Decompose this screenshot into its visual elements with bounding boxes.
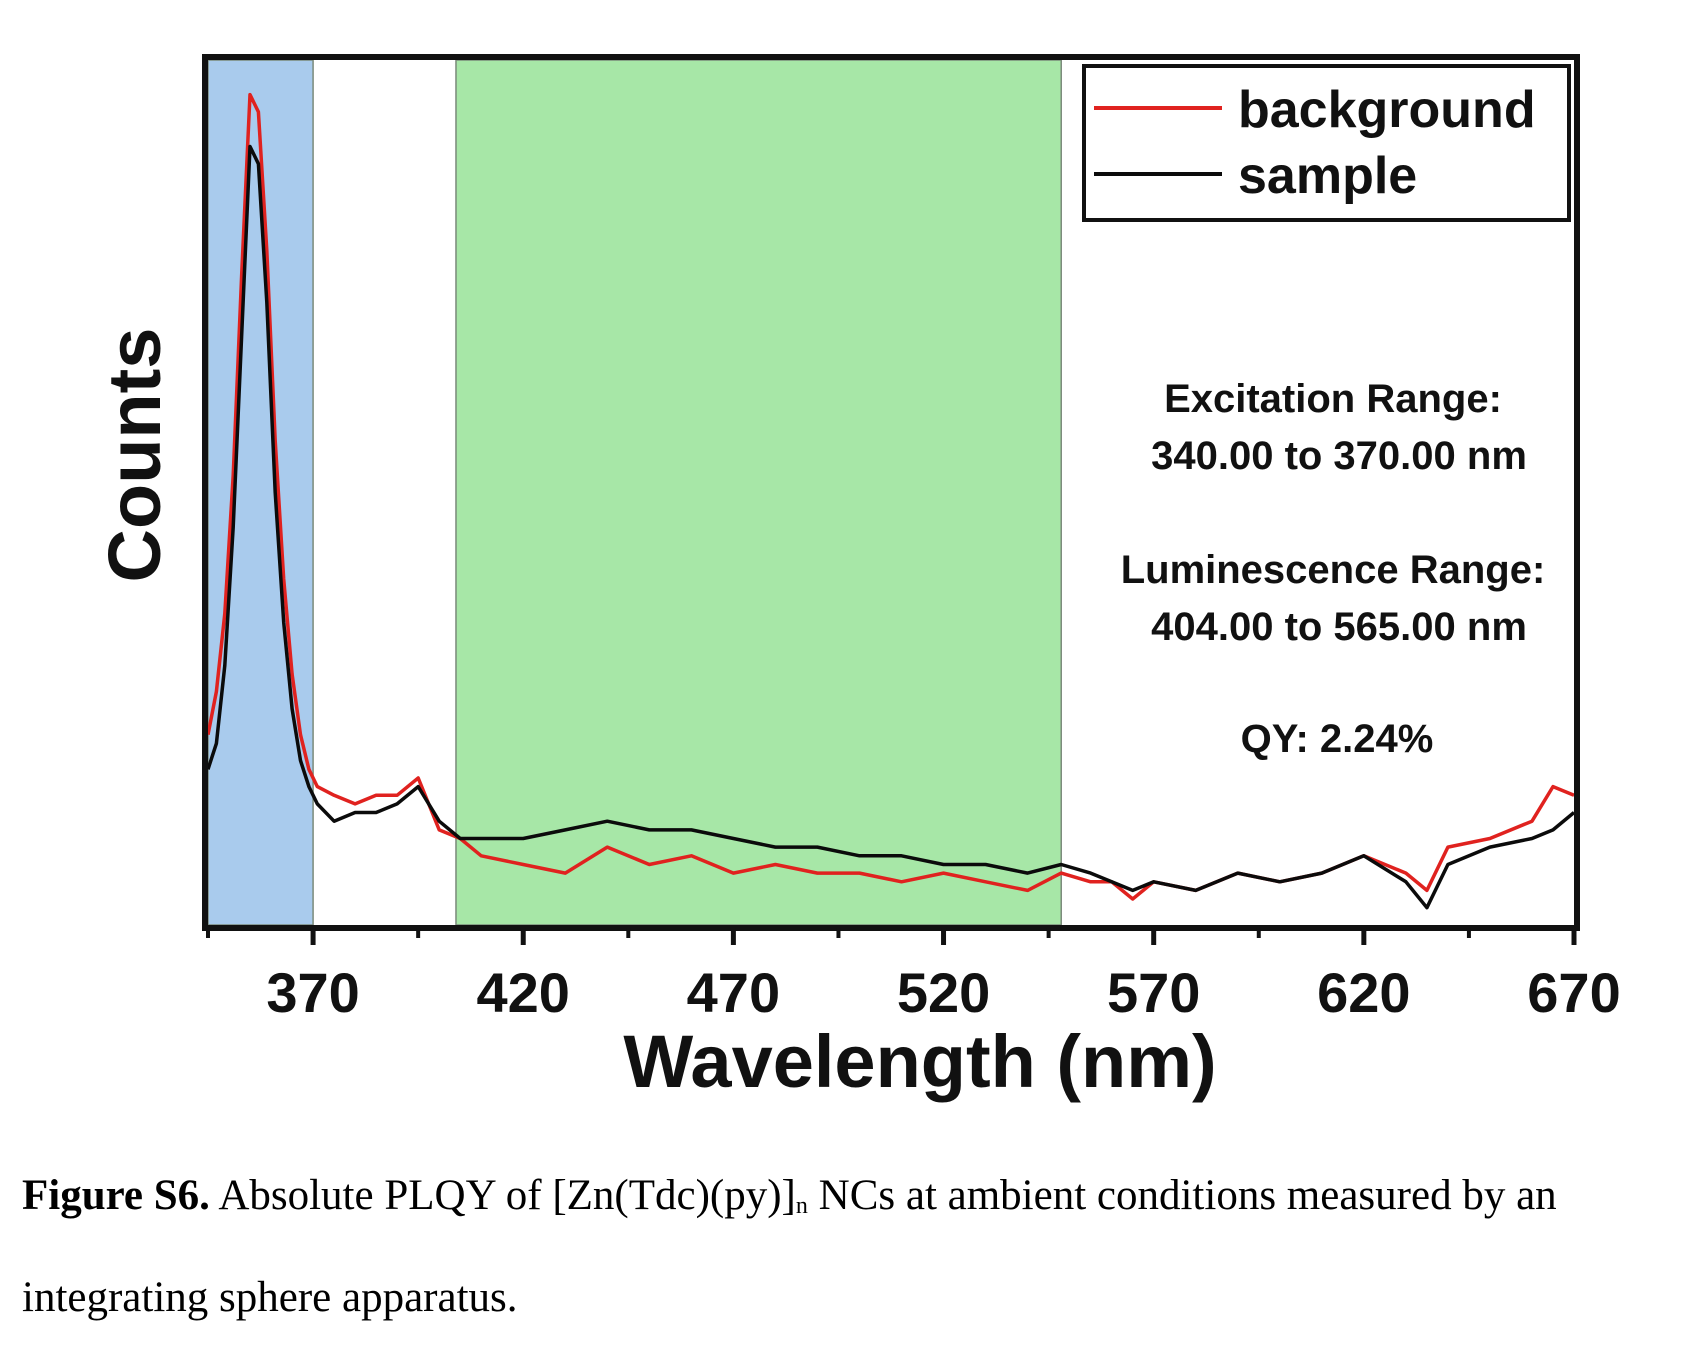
legend-box — [1082, 64, 1571, 222]
annotation-luminescence-heading: Luminescence Range: — [1121, 548, 1546, 592]
x-tick-label-670: 670 — [1527, 961, 1620, 1024]
shaded-region-luminescence — [455, 59, 1062, 926]
plqy-figure: 370 420 470 520 570 620 670 background sample … — [93, 54, 1621, 1103]
annotation-qy: QY: 2.24% — [1241, 717, 1434, 761]
plqy-chart: 370 420 470 520 570 620 670 background sample … — [93, 54, 1621, 1103]
x-tick-label-520: 520 — [897, 961, 990, 1024]
caption-subscript: n — [795, 1193, 808, 1219]
x-tick-label-470: 470 — [687, 961, 780, 1024]
plot-frame — [202, 54, 1580, 931]
series-line-sample — [206, 144, 1576, 910]
caption-text: Absolute PLQY of [Zn(Tdc)(py)] — [209, 1172, 796, 1219]
x-tick-label-370: 370 — [266, 961, 359, 1024]
x-tick-label-620: 620 — [1317, 961, 1410, 1024]
y-axis-title: Counts — [93, 328, 176, 583]
x-tick-label-570: 570 — [1107, 961, 1200, 1024]
annotation-excitation-range: 340.00 to 370.00 nm — [1151, 434, 1527, 478]
annotations: Excitation Range: 340.00 to 370.00 nm Lu… — [1121, 377, 1546, 761]
legend: background sample — [1082, 64, 1571, 222]
figure-caption: Figure S6. Absolute PLQY of [Zn(Tdc)(py)… — [22, 1148, 1692, 1346]
legend-label-sample: sample — [1238, 147, 1417, 205]
legend-label-background: background — [1238, 81, 1536, 139]
x-axis-title: Wavelength (nm) — [623, 1020, 1216, 1103]
annotation-excitation-heading: Excitation Range: — [1164, 377, 1502, 421]
x-tick-label-420: 420 — [477, 961, 570, 1024]
annotation-luminescence-range: 404.00 to 565.00 nm — [1151, 605, 1527, 649]
caption-text-end: NCs at ambient conditions measured by an… — [22, 1172, 1557, 1321]
caption-label: Figure S6. — [22, 1172, 210, 1219]
